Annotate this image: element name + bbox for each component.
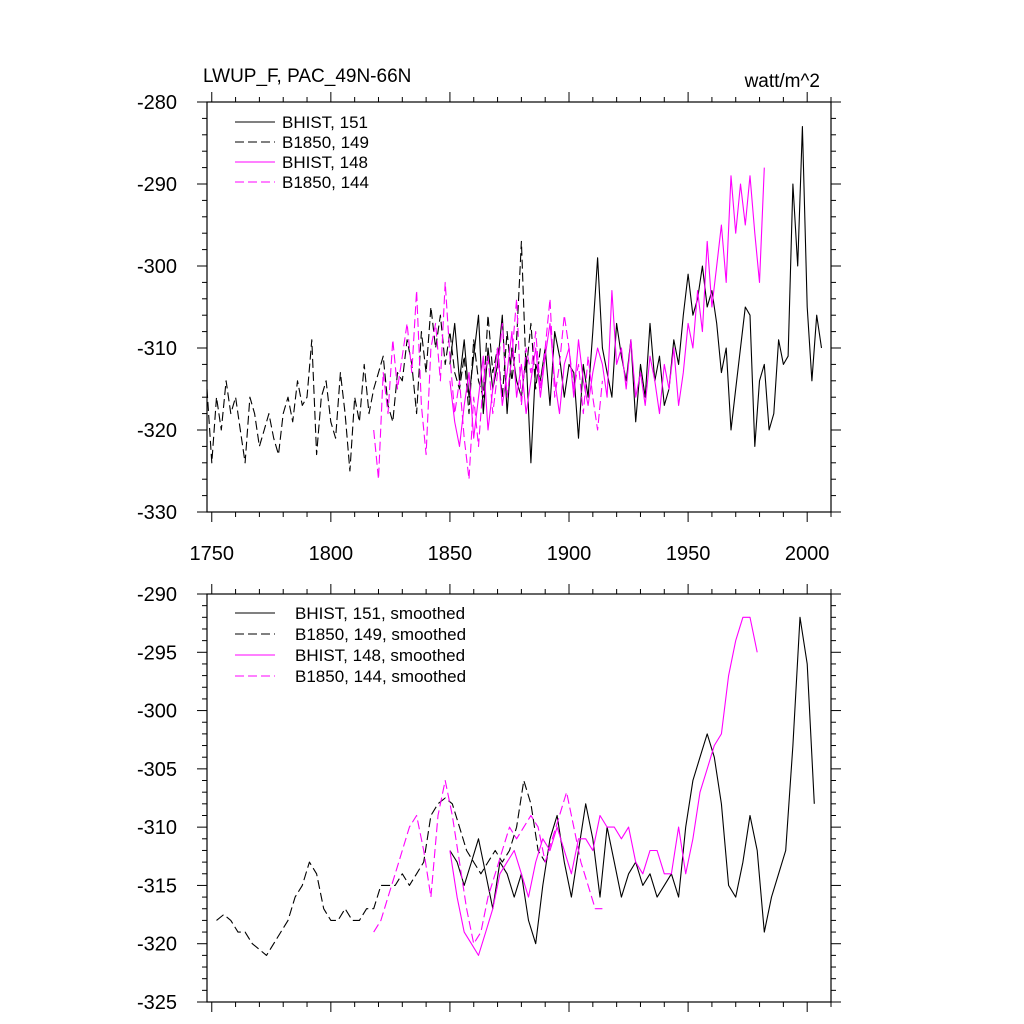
top-legend-label: BHIST, 151 [282,113,368,132]
top-legend-label: B1850, 149 [282,133,369,152]
bottom-y-tick-label: -320 [137,934,177,956]
bottom-series-line-1 [449,616,815,945]
top-x-tick-label: 2000 [785,543,830,565]
top-series-line-2 [206,240,541,472]
top-x-tick-label: 1800 [309,543,354,565]
top-x-tick-label: 1900 [547,543,592,565]
top-y-tick-label: -300 [137,256,177,278]
bottom-y-tick-label: -295 [137,642,177,664]
bottom-legend: BHIST, 151, smoothed B1850, 149, smoothed… [235,604,466,686]
bottom-series-line-4 [373,779,603,945]
top-x-tick-label: 1850 [428,543,473,565]
top-x-tick-label: 1950 [666,543,711,565]
bottom-y-tick-label: -325 [137,992,177,1014]
bottom-series-line-3 [449,616,758,956]
bottom-y-tick-label: -315 [137,875,177,897]
top-y-tick-label: -310 [137,338,177,360]
top-y-tick-label: -290 [137,174,177,196]
top-series-line-1 [449,126,823,464]
bottom-y-tick-label: -290 [137,584,177,606]
bottom-y-tick-label: -310 [137,817,177,839]
bottom-y-tick-label: -305 [137,759,177,781]
top-y-tick-label: -320 [137,420,177,442]
bottom-legend-label: BHIST, 148, smoothed [295,646,465,665]
top-legend-label: B1850, 144 [282,173,369,192]
bottom-panel: -325 -320 -315 -310 -305 -300 -295 -290 BHIST, 1… [137,584,841,1014]
bottom-legend-label: B1850, 144, smoothed [295,667,466,686]
chart-title: LWUP_F, PAC_49N-66N [203,66,411,87]
top-legend-label: BHIST, 148 [282,153,368,172]
bottom-y-tick-label: -300 [137,701,177,723]
units-label: watt/m^2 [744,71,820,92]
top-series-line-4 [373,281,603,480]
bottom-legend-label: B1850, 149, smoothed [295,625,466,644]
top-series-line-3 [449,167,765,447]
top-y-tick-label: -280 [137,92,177,114]
top-x-tick-label: 1750 [190,543,235,565]
bottom-series-line-2 [216,779,546,956]
top-plot-frame [206,101,832,513]
bottom-legend-label: BHIST, 151, smoothed [295,604,465,623]
bottom-plot-frame [206,593,832,1003]
top-y-tick-label: -330 [137,502,177,524]
top-panel: 1750 1800 1850 1900 1950 2000 -330 -320 -310 -300… [137,92,841,565]
